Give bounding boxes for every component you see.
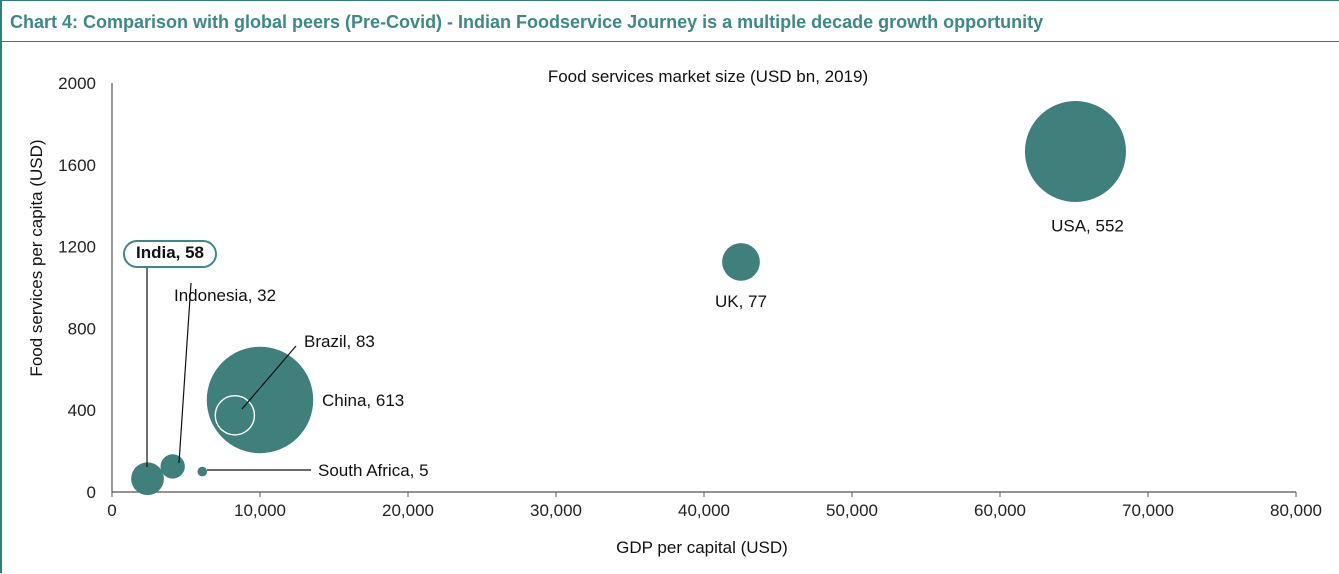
bubble-usa: [1024, 100, 1126, 203]
bubble-uk: [722, 243, 760, 281]
x-tick-label: 80,000: [1270, 501, 1322, 520]
data-label-brazil: Brazil, 83: [304, 332, 375, 351]
data-label-south-africa: South Africa, 5: [318, 461, 429, 480]
x-axis-title: GDP per capital (USD): [616, 538, 788, 557]
bubble-south-africa: [197, 466, 208, 477]
x-tick-label: 70,000: [1122, 501, 1174, 520]
data-label-china: China, 613: [322, 391, 404, 410]
x-tick-label: 50,000: [826, 501, 878, 520]
leader-line-brazil: [241, 345, 297, 410]
bubble-india: [131, 462, 164, 496]
data-label-uk: UK, 77: [715, 292, 767, 311]
y-tick-label: 400: [68, 401, 96, 420]
y-axis-title: Food services per capita (USD): [27, 139, 46, 376]
leader-line-indonesia: [178, 282, 192, 464]
x-tick-label: 40,000: [678, 501, 730, 520]
bubble-china: [206, 346, 314, 454]
bubble-brazil: [214, 395, 256, 436]
x-tick-label: 10,000: [234, 501, 286, 520]
y-tick-label: 0: [87, 483, 96, 502]
y-tick-label: 1600: [58, 156, 96, 175]
y-tick-label: 1200: [58, 238, 96, 257]
chart-subtitle: Food services market size (USD bn, 2019): [548, 67, 868, 86]
data-label-india: India, 58: [136, 243, 204, 262]
bubble-indonesia: [160, 454, 185, 479]
page-title: Chart 4: Comparison with global peers (P…: [10, 12, 1044, 32]
bubbles: [131, 100, 1126, 496]
data-label-usa: USA, 552: [1051, 217, 1124, 236]
x-tick-label: 0: [107, 501, 116, 520]
x-tick-label: 30,000: [530, 501, 582, 520]
header-divider: [0, 41, 1339, 42]
x-tick-label: 60,000: [974, 501, 1026, 520]
data-label-indonesia: Indonesia, 32: [174, 286, 276, 305]
y-tick-label: 2000: [58, 74, 96, 93]
axes: 0 10,000 20,000 30,000 40,000 50,000 60,000 70,…: [58, 74, 1322, 520]
x-tick-label: 20,000: [382, 501, 434, 520]
y-tick-label: 800: [68, 319, 96, 338]
bubble-labels: India, 58 Indonesia, 32 Brazil, 83 China, 6…: [123, 217, 1124, 480]
highlight-box-india: [123, 240, 217, 268]
